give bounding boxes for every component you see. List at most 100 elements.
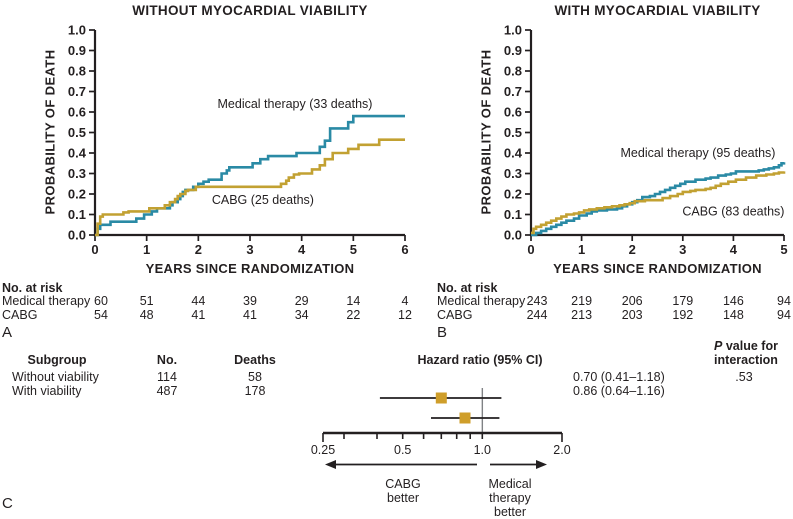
risk-count: 14 (346, 294, 361, 308)
risk-count: 54 (94, 308, 108, 322)
y-tick-label: 0.5 (504, 125, 522, 140)
risk-count: 179 (672, 294, 694, 308)
medical-therapy-better-label: Medical therapy better (488, 477, 532, 519)
risk-count: 44 (191, 294, 206, 308)
y-tick-label: 0.2 (68, 187, 86, 202)
risk-count: 34 (294, 308, 309, 322)
panel-b-y-axis-title: PROBABILITY OF DEATH (478, 49, 494, 215)
forest-row-subgroup: Without viability (12, 370, 99, 384)
panel-a-risk-row-label: CABG (2, 308, 38, 322)
series-label: Medical therapy (95 deaths) (621, 146, 776, 160)
y-tick-label: 0.1 (504, 207, 522, 222)
y-tick-label: 0.9 (504, 43, 522, 58)
x-tick-label: 3 (679, 242, 686, 257)
y-tick-label: 0.9 (68, 43, 86, 58)
x-tick-label: 0 (91, 242, 98, 257)
km-curve (95, 114, 405, 237)
x-tick-label: 0 (527, 242, 534, 257)
y-tick-label: 0.8 (504, 64, 522, 79)
risk-count: 4 (401, 294, 409, 308)
forest-plot: 0.25 0.5 1.0 2.0 (311, 388, 571, 469)
panel-a-letter: A (2, 324, 13, 341)
risk-count: 146 (722, 294, 744, 308)
p-italic: P (714, 339, 723, 353)
panel-c-letter: C (2, 495, 13, 512)
y-tick-label: 0.6 (504, 105, 522, 120)
y-tick-label: 0.4 (68, 146, 87, 161)
x-tick-label: 1 (143, 242, 150, 257)
x-tick-label: 2 (629, 242, 636, 257)
risk-count: 41 (191, 308, 206, 322)
forest-header-no: No. (156, 353, 178, 367)
risk-count: 29 (294, 294, 309, 308)
forest-row-no: 114 (157, 370, 177, 384)
km-curve (95, 138, 405, 237)
km-curve (531, 171, 786, 235)
y-tick-label: 0.1 (68, 207, 86, 222)
panel-b-letter: B (437, 324, 448, 341)
x-tick-label: 1 (578, 242, 585, 257)
forest-row-hr-text: 0.86 (0.64–1.16) (573, 384, 665, 398)
x-tick-label: 3 (246, 242, 253, 257)
panel-a-risk-row-label: Medical therapy (2, 294, 91, 308)
risk-count: 148 (722, 308, 744, 322)
y-tick-label: 0.6 (68, 105, 86, 120)
panel-b-risk-row-label: Medical therapy (437, 294, 526, 308)
risk-count: 94 (777, 294, 791, 308)
y-tick-label: 1.0 (68, 23, 86, 38)
forest-tick-label: 1.0 (474, 443, 491, 457)
y-tick-label: 0.0 (68, 228, 86, 243)
forest-tick-label: 0.5 (394, 443, 411, 457)
y-tick-label: 0.8 (68, 64, 86, 79)
x-tick-label: 5 (350, 242, 357, 257)
cabg-better-label: CABG better (385, 477, 421, 505)
forest-header-p-value: P value for interaction (700, 339, 792, 367)
cabg-better-arrowhead (325, 460, 336, 469)
y-tick-label: 0.4 (504, 146, 523, 161)
panel-a-title: WITHOUT MYOCARDIAL VIABILITY (132, 3, 368, 18)
km-curve (531, 162, 786, 237)
forest-header-deaths: Deaths (234, 353, 276, 367)
risk-count: 48 (139, 308, 154, 322)
panel-a-y-axis-title: PROBABILITY OF DEATH (42, 49, 58, 215)
panel-b-risk-table-header: No. at risk (437, 281, 498, 295)
y-tick-label: 0.3 (68, 166, 86, 181)
risk-count: 41 (243, 308, 257, 322)
y-tick-label: 0.0 (504, 228, 522, 243)
forest-row-no: 487 (156, 384, 178, 398)
x-tick-label: 6 (401, 242, 408, 257)
risk-count: 219 (571, 294, 593, 308)
hr-marker (459, 412, 471, 424)
y-tick-label: 0.7 (504, 84, 522, 99)
forest-header-subgroup: Subgroup (27, 353, 87, 367)
forest-row-deaths: 178 (244, 384, 266, 398)
panel-b-risk-row-label: CABG (437, 308, 473, 322)
forest-row-hr-text: 0.70 (0.41–1.18) (573, 370, 665, 384)
risk-count: 206 (621, 294, 643, 308)
y-tick-label: 0.3 (504, 166, 522, 181)
forest-tick-label: 0.25 (311, 443, 335, 457)
risk-count: 51 (139, 294, 154, 308)
x-tick-label: 2 (195, 242, 202, 257)
forest-row-deaths: 58 (248, 370, 262, 384)
risk-count: 244 (526, 308, 548, 322)
x-tick-label: 4 (298, 242, 306, 257)
y-tick-label: 0.7 (68, 84, 86, 99)
risk-count: 22 (346, 308, 361, 322)
risk-count: 203 (621, 308, 643, 322)
medical-better-arrowhead (536, 460, 547, 469)
y-tick-label: 0.2 (504, 187, 522, 202)
km-panel-a: 0.0 0.1 0.2 0.3 0.4 0.5 0.6 0.7 0.8 0.9 1.0 0 1 2 3 4 5 6… (68, 23, 409, 258)
series-label: CABG (83 deaths) (682, 204, 784, 218)
series-label: CABG (25 deaths) (212, 193, 314, 207)
risk-count: 39 (243, 294, 257, 308)
panel-b-x-axis-title: YEARS SINCE RANDOMIZATION (553, 261, 762, 276)
y-tick-label: 0.5 (68, 125, 86, 140)
km-panel-b: 0.0 0.1 0.2 0.3 0.4 0.5 0.6 0.7 0.8 0.9 1.0 0 1 2 3 4 5 M… (504, 23, 788, 258)
y-tick-label: 1.0 (504, 23, 522, 38)
risk-count: 60 (94, 294, 108, 308)
x-tick-label: 4 (730, 242, 738, 257)
p-line2: interaction (714, 353, 778, 367)
